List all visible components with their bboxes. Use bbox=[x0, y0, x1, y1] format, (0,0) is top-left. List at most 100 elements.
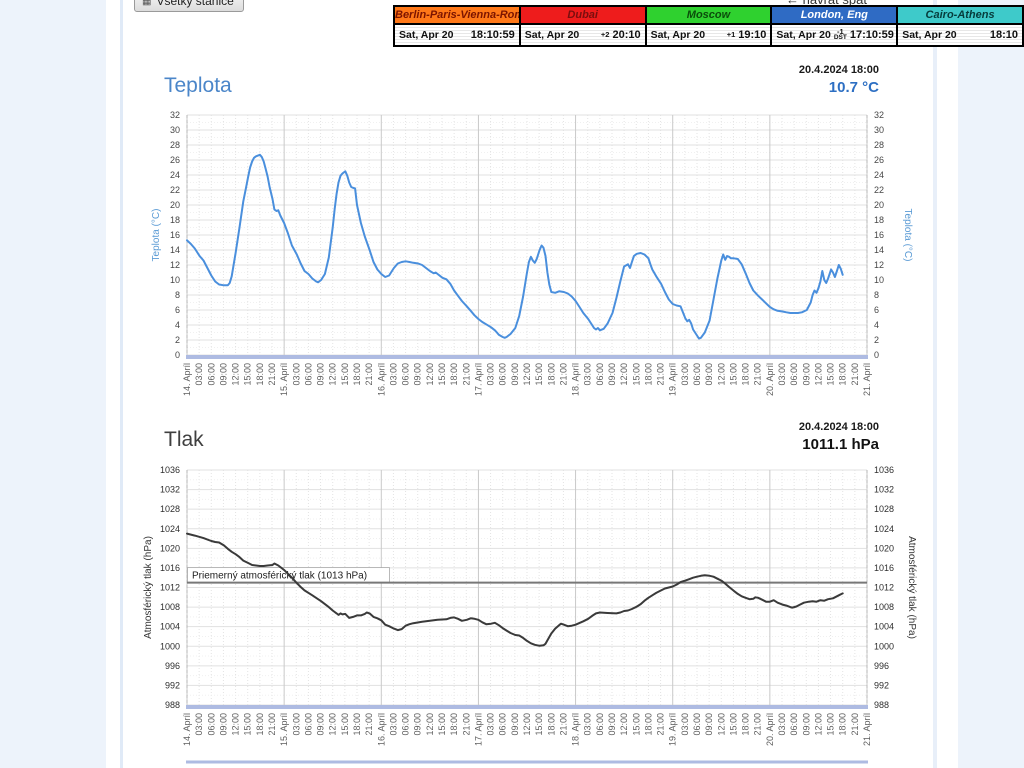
clock-date: Sat, Apr 20 bbox=[399, 29, 454, 41]
svg-text:18:00: 18:00 bbox=[741, 713, 751, 736]
svg-text:03:00: 03:00 bbox=[777, 713, 787, 736]
svg-text:14. Apríl: 14. Apríl bbox=[182, 713, 192, 746]
svg-text:12:00: 12:00 bbox=[328, 363, 338, 386]
clock-time: 17:10:59 bbox=[849, 29, 894, 41]
temperature-chart-title: Teplota bbox=[164, 74, 232, 97]
svg-text:21:00: 21:00 bbox=[753, 713, 763, 736]
right-divider bbox=[933, 0, 937, 768]
clock-time: 19:10 bbox=[738, 29, 767, 41]
svg-text:09:00: 09:00 bbox=[510, 713, 520, 736]
clock-date: Sat, Apr 20 bbox=[650, 29, 706, 41]
svg-text:32: 32 bbox=[170, 110, 180, 120]
svg-text:18:00: 18:00 bbox=[546, 713, 556, 736]
svg-text:03:00: 03:00 bbox=[486, 363, 496, 386]
svg-text:18:00: 18:00 bbox=[449, 363, 459, 386]
svg-text:28: 28 bbox=[874, 140, 884, 150]
pressure-chart-section: Tlak 20.4.2024 18:00 1011.1 hPa Priemern… bbox=[123, 420, 933, 768]
svg-text:26: 26 bbox=[170, 155, 180, 165]
svg-text:Teplota (°C): Teplota (°C) bbox=[902, 209, 913, 262]
clock-cell: London, Eng Sat, Apr 20 -1 DST 17:10:59 bbox=[770, 7, 897, 45]
svg-text:1024: 1024 bbox=[160, 524, 180, 534]
svg-text:14: 14 bbox=[170, 245, 180, 255]
svg-text:22: 22 bbox=[874, 185, 884, 195]
svg-text:21. Apríl: 21. Apríl bbox=[862, 713, 872, 746]
svg-text:06:00: 06:00 bbox=[303, 363, 313, 386]
svg-text:06:00: 06:00 bbox=[789, 363, 799, 386]
svg-text:14. Apríl: 14. Apríl bbox=[182, 363, 192, 396]
svg-text:03:00: 03:00 bbox=[486, 713, 496, 736]
clock-city-label: Cairo-Athens bbox=[898, 7, 1022, 25]
svg-text:1032: 1032 bbox=[874, 485, 894, 495]
svg-text:15:00: 15:00 bbox=[243, 713, 253, 736]
svg-text:988: 988 bbox=[874, 700, 889, 710]
svg-text:06:00: 06:00 bbox=[401, 363, 411, 386]
svg-text:32: 32 bbox=[874, 110, 884, 120]
svg-text:18: 18 bbox=[170, 215, 180, 225]
svg-text:12:00: 12:00 bbox=[813, 363, 823, 386]
svg-text:06:00: 06:00 bbox=[595, 363, 605, 386]
svg-text:12:00: 12:00 bbox=[813, 713, 823, 736]
svg-text:Priemerný atmosférický tlak (1: Priemerný atmosférický tlak (1013 hPa) bbox=[192, 571, 367, 582]
svg-text:12: 12 bbox=[874, 260, 884, 270]
svg-text:15:00: 15:00 bbox=[728, 363, 738, 386]
svg-text:12:00: 12:00 bbox=[522, 363, 532, 386]
svg-text:0: 0 bbox=[175, 350, 180, 360]
svg-text:15:00: 15:00 bbox=[826, 713, 836, 736]
svg-text:21:00: 21:00 bbox=[656, 713, 666, 736]
svg-text:19. Apríl: 19. Apríl bbox=[668, 713, 678, 746]
svg-text:18:00: 18:00 bbox=[741, 363, 751, 386]
svg-text:Atmosférický tlak (hPa): Atmosférický tlak (hPa) bbox=[906, 536, 917, 639]
clock-utc-offset: -1 DST bbox=[833, 27, 847, 41]
svg-text:16: 16 bbox=[170, 230, 180, 240]
svg-text:12:00: 12:00 bbox=[425, 363, 435, 386]
svg-text:15:00: 15:00 bbox=[728, 713, 738, 736]
svg-text:14: 14 bbox=[874, 245, 884, 255]
svg-text:17. Apríl: 17. Apríl bbox=[473, 363, 483, 396]
svg-text:16. Apríl: 16. Apríl bbox=[376, 713, 386, 746]
svg-text:09:00: 09:00 bbox=[413, 363, 423, 386]
svg-text:06:00: 06:00 bbox=[498, 713, 508, 736]
clock-cell: Dubai Sat, Apr 20 +2 20:10 bbox=[518, 7, 645, 45]
svg-text:19. Apríl: 19. Apríl bbox=[668, 363, 678, 396]
svg-text:Atmosférický tlak (hPa): Atmosférický tlak (hPa) bbox=[143, 536, 154, 639]
svg-text:06:00: 06:00 bbox=[401, 713, 411, 736]
back-link[interactable]: ← návrat späť bbox=[786, 0, 868, 7]
svg-text:8: 8 bbox=[874, 290, 879, 300]
svg-text:21:00: 21:00 bbox=[753, 363, 763, 386]
svg-text:15. Apríl: 15. Apríl bbox=[279, 363, 289, 396]
clock-time: 18:10:59 bbox=[470, 29, 515, 41]
svg-text:30: 30 bbox=[170, 125, 180, 135]
svg-text:10: 10 bbox=[874, 275, 884, 285]
svg-text:21:00: 21:00 bbox=[364, 363, 374, 386]
svg-text:4: 4 bbox=[175, 320, 180, 330]
svg-text:1024: 1024 bbox=[874, 524, 894, 534]
svg-text:09:00: 09:00 bbox=[218, 713, 228, 736]
svg-text:1008: 1008 bbox=[874, 602, 894, 612]
world-clocks: Berlin-Paris-Vienna-Roma Sat, Apr 20 18:10… bbox=[393, 5, 1024, 47]
svg-text:1028: 1028 bbox=[160, 504, 180, 514]
svg-text:15:00: 15:00 bbox=[340, 363, 350, 386]
clock-time: 18:10 bbox=[989, 29, 1018, 41]
all-stations-button[interactable]: ▦ Všetky stanice bbox=[134, 0, 244, 12]
svg-text:09:00: 09:00 bbox=[801, 363, 811, 386]
svg-text:21:00: 21:00 bbox=[558, 713, 568, 736]
svg-text:12: 12 bbox=[170, 260, 180, 270]
left-divider bbox=[120, 0, 123, 768]
all-stations-label: Všetky stanice bbox=[156, 0, 234, 8]
svg-text:12:00: 12:00 bbox=[425, 713, 435, 736]
svg-text:4: 4 bbox=[874, 320, 879, 330]
svg-text:15:00: 15:00 bbox=[437, 713, 447, 736]
clock-utc-offset: +1 bbox=[726, 30, 736, 39]
temperature-plot: 14. Apríl 03:00 06:00 09:00 12:00 15:00 18:00 2… bbox=[151, 110, 913, 396]
svg-text:1036: 1036 bbox=[160, 465, 180, 475]
svg-text:03:00: 03:00 bbox=[583, 713, 593, 736]
temperature-current-value: 10.7 °C bbox=[828, 79, 879, 96]
svg-text:18:00: 18:00 bbox=[352, 363, 362, 386]
svg-text:15:00: 15:00 bbox=[631, 363, 641, 386]
svg-text:21:00: 21:00 bbox=[461, 363, 471, 386]
svg-text:2: 2 bbox=[175, 335, 180, 345]
svg-text:21:00: 21:00 bbox=[461, 713, 471, 736]
svg-text:21:00: 21:00 bbox=[558, 363, 568, 386]
clock-city-label: Dubai bbox=[520, 7, 645, 25]
svg-text:21. Apríl: 21. Apríl bbox=[862, 363, 872, 396]
